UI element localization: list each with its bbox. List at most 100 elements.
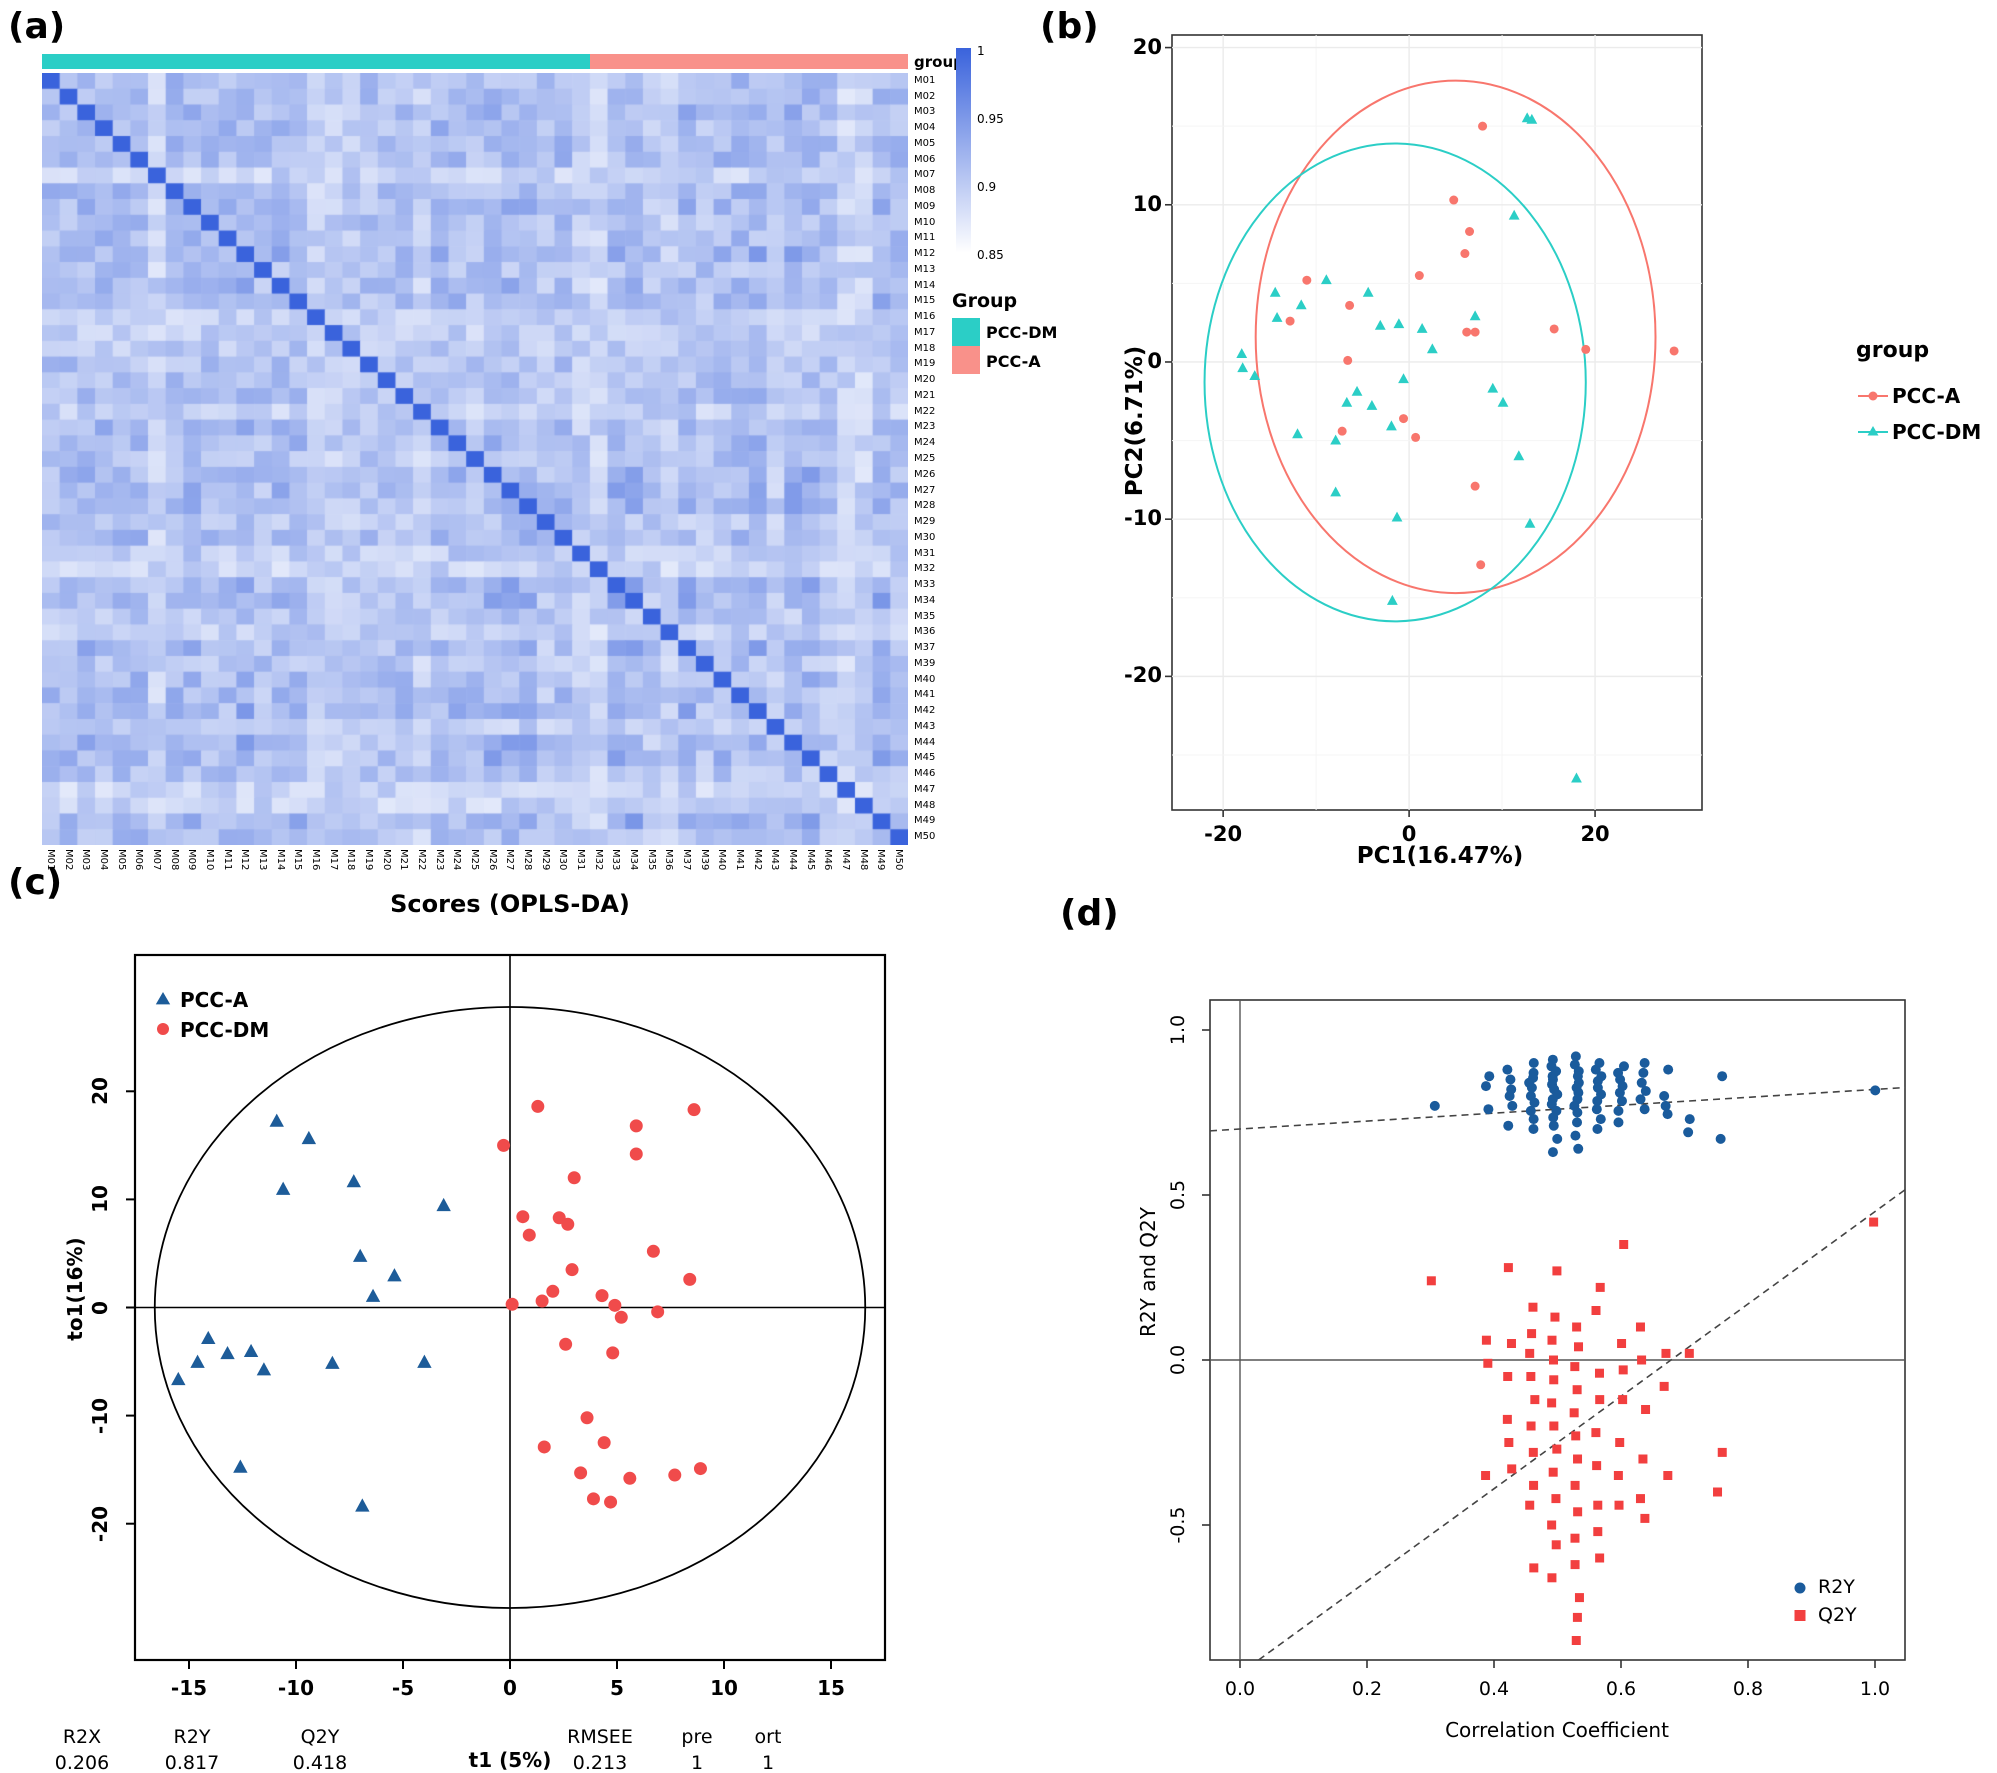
heatmap-row-label: M45	[914, 752, 936, 764]
perm-point-q2y	[1481, 1471, 1491, 1480]
pca-point-pcc-a	[1549, 324, 1559, 334]
permutation-legend-label-q2y: Q2Y	[1818, 1604, 1857, 1626]
perm-point-q2y	[1592, 1461, 1602, 1471]
opls-legend-label-pcc-a: PCC-A	[180, 988, 249, 1012]
perm-point-r2y	[1548, 1120, 1559, 1131]
perm-point-q2y	[1547, 1335, 1557, 1345]
perm-point-r2y	[1429, 1100, 1440, 1111]
pca-point-pcc-dm	[1362, 286, 1374, 297]
perm-point-q2y	[1570, 1362, 1580, 1372]
perm-point-r2y	[1639, 1104, 1650, 1115]
perm-point-r2y	[1529, 1097, 1540, 1108]
perm-point-r2y	[1528, 1058, 1539, 1068]
opls-point-pcc-dm	[546, 1284, 560, 1298]
opls-point-pcc-dm	[574, 1466, 588, 1480]
perm-point-r2y	[1592, 1124, 1603, 1134]
opls-legend-triangle-icon	[155, 992, 171, 1005]
legend-label-pcc-a: PCC-A	[986, 352, 1041, 371]
perm-point-r2y	[1618, 1061, 1629, 1072]
perm-point-q2y	[1572, 1322, 1582, 1332]
perm-point-q2y	[1552, 1444, 1562, 1454]
pca-point-pcc-a	[1465, 227, 1475, 237]
opls-point-pcc-a	[256, 1362, 272, 1376]
opls-point-pcc-a	[417, 1354, 432, 1368]
colorbar-tick-label: 1	[977, 44, 985, 58]
opls-point-pcc-dm	[559, 1337, 573, 1351]
opls-point-pcc-dm	[606, 1346, 620, 1360]
perm-point-q2y	[1502, 1414, 1512, 1424]
pca-x-axis-label: PC1(16.47%)	[1356, 843, 1524, 869]
perm-point-q2y	[1595, 1553, 1605, 1563]
opls-point-pcc-a	[436, 1197, 451, 1212]
heatmap-row-label: M19	[914, 358, 936, 370]
pca-point-pcc-dm	[1386, 594, 1398, 605]
perm-point-r2y	[1663, 1064, 1674, 1075]
perm-x-tick: 0.8	[1732, 1678, 1764, 1700]
perm-point-r2y	[1640, 1086, 1651, 1097]
perm-point-q2y	[1613, 1471, 1623, 1480]
q2y-regression-line	[1258, 1189, 1906, 1661]
heatmap-row-label: M50	[914, 831, 936, 843]
heatmap-row-label: M18	[914, 342, 936, 354]
pca-point-pcc-a	[1460, 249, 1470, 259]
heatmap-row-label: M42	[914, 705, 936, 717]
opls-x-tick: -5	[391, 1676, 415, 1700]
perm-point-r2y	[1483, 1104, 1494, 1115]
perm-point-r2y	[1526, 1082, 1537, 1093]
perm-point-r2y	[1528, 1114, 1539, 1125]
heatmap-row-label: M31	[914, 547, 936, 559]
perm-point-q2y	[1661, 1348, 1671, 1358]
heatmap-row-label: M05	[914, 137, 936, 149]
perm-point-q2y	[1548, 1467, 1558, 1477]
opls-point-pcc-dm	[535, 1294, 549, 1308]
pca-point-pcc-a	[1478, 121, 1488, 131]
perm-point-q2y	[1617, 1339, 1627, 1348]
heatmap-row-label: M29	[914, 516, 936, 528]
pca-point-pcc-a	[1470, 327, 1480, 337]
perm-point-r2y	[1591, 1104, 1602, 1115]
pca-legend-label-pcc-a: PCC-A	[1892, 384, 1961, 408]
perm-point-r2y	[1503, 1120, 1514, 1131]
perm-point-q2y	[1525, 1500, 1535, 1510]
perm-point-q2y	[1573, 1507, 1583, 1517]
perm-point-r2y	[1505, 1074, 1516, 1085]
heatmap-colorbar	[956, 48, 971, 253]
opls-point-pcc-a	[346, 1174, 361, 1188]
pca-point-pcc-a	[1414, 271, 1424, 281]
pca-point-pcc-dm	[1269, 286, 1281, 297]
perm-point-q2y	[1570, 1480, 1580, 1490]
opls-x-tick: -10	[277, 1676, 315, 1700]
perm-point-q2y	[1593, 1500, 1603, 1510]
heatmap-row-label: M14	[914, 279, 936, 291]
pca-point-pcc-dm	[1292, 428, 1303, 439]
perm-point-r2y	[1548, 1112, 1559, 1123]
perm-point-q2y	[1547, 1398, 1557, 1408]
opls-point-pcc-dm	[561, 1217, 575, 1231]
heatmap-row-label: M41	[914, 689, 936, 701]
perm-point-r2y	[1552, 1133, 1563, 1144]
perm-legend-square-icon	[1794, 1610, 1806, 1621]
perm-point-r2y	[1592, 1095, 1603, 1106]
heatmap-row-label: M40	[914, 673, 936, 685]
opls-point-pcc-a	[365, 1288, 381, 1302]
perm-point-r2y	[1662, 1109, 1673, 1120]
perm-point-r2y	[1613, 1117, 1624, 1128]
opls-x-tick: 10	[710, 1676, 738, 1700]
opls-point-pcc-a	[190, 1354, 205, 1368]
pca-x-tick: 20	[1580, 822, 1610, 846]
perm-point-r2y	[1590, 1064, 1601, 1075]
opls-point-pcc-dm	[651, 1305, 665, 1319]
pca-point-pcc-a	[1399, 414, 1409, 424]
heatmap-row-label: M17	[914, 326, 936, 338]
perm-x-tick: 0.0	[1224, 1678, 1256, 1700]
perm-point-r2y	[1870, 1085, 1881, 1096]
pca-point-pcc-dm	[1366, 399, 1378, 410]
perm-point-q2y	[1594, 1368, 1604, 1378]
opls-point-pcc-dm	[497, 1138, 511, 1152]
permutation-legend-label-r2y: R2Y	[1818, 1576, 1855, 1598]
opls-point-pcc-dm	[629, 1119, 643, 1133]
perm-point-r2y	[1659, 1091, 1670, 1101]
